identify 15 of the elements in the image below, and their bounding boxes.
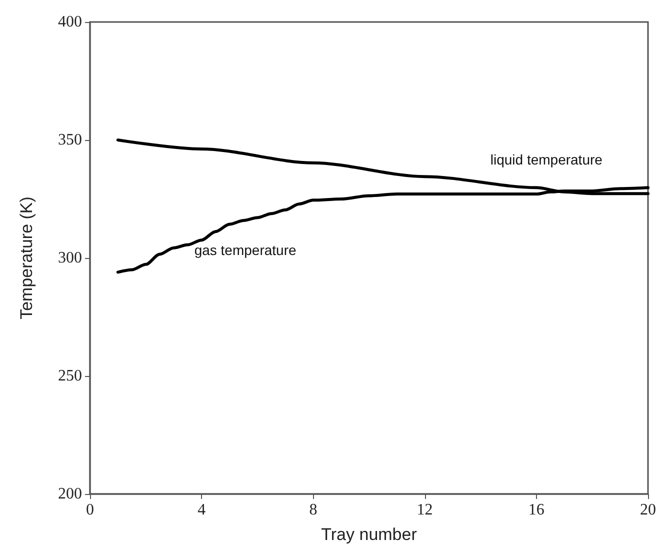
series-label: gas temperature (194, 242, 296, 258)
y-tick-label: 350 (58, 132, 82, 148)
y-tick-label: 300 (58, 250, 82, 266)
series-label: liquid temperature (490, 152, 603, 168)
x-tick-label: 16 (528, 502, 544, 518)
x-tick-label: 0 (86, 502, 94, 518)
x-axis-title: Tray number (321, 525, 418, 544)
y-tick-label: 200 (58, 486, 82, 502)
y-tick-label: 400 (58, 14, 82, 30)
y-tick-label: 250 (58, 368, 82, 384)
x-tick-label: 8 (309, 502, 318, 518)
x-tick-label: 4 (198, 502, 206, 518)
y-axis-title: Temperature (K) (17, 196, 36, 320)
x-tick-label: 20 (640, 502, 656, 518)
x-tick-label: 12 (416, 502, 433, 518)
